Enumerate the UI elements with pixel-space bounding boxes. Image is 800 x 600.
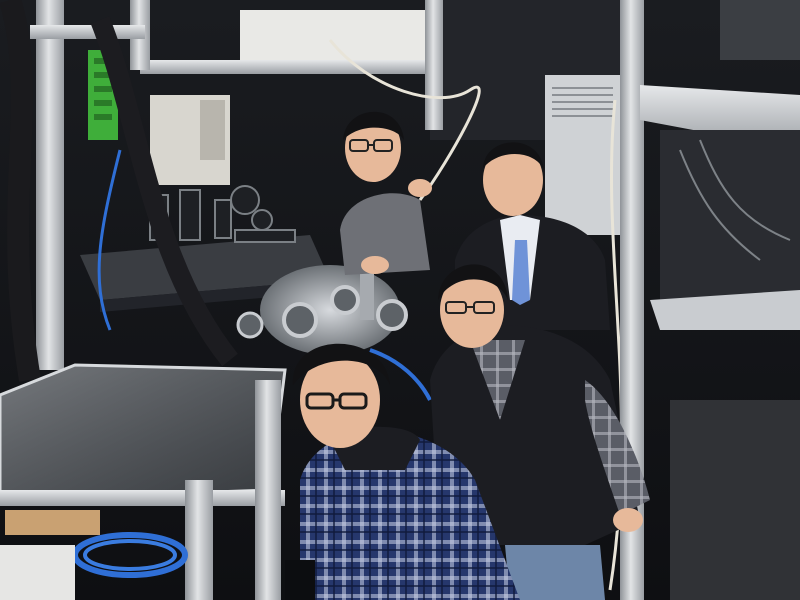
enclosure-post-right — [255, 380, 281, 600]
blue-cable-2 — [369, 348, 432, 401]
top-shelf-rail — [140, 60, 440, 74]
wood-board — [5, 510, 100, 535]
blue-cable — [97, 149, 122, 331]
cabinet-vents — [552, 87, 613, 117]
person-black-vest — [430, 264, 650, 600]
frame-beam-left — [30, 25, 145, 39]
right-shelf-lower — [650, 290, 800, 330]
right-cabinet-bottom — [670, 400, 800, 600]
vacuum-chamber — [236, 265, 408, 355]
white-cables — [328, 39, 481, 201]
right-equipment — [660, 130, 800, 300]
instrument-panel — [200, 100, 225, 160]
blue-cable-coil-inner — [83, 539, 177, 571]
frame-post-left — [36, 0, 64, 370]
server-cabinet — [545, 75, 620, 235]
cable-bundle-center — [90, 16, 238, 367]
cable-bundle-left — [0, 0, 41, 382]
enclosure-frame-bottom — [0, 490, 285, 506]
white-paper — [0, 545, 75, 600]
frame-post-mid — [425, 0, 443, 130]
top-shelf-box — [240, 10, 425, 60]
glass-enclosure — [0, 363, 287, 502]
floor-shadow — [285, 560, 315, 600]
enclosure-post — [185, 480, 213, 600]
right-box — [720, 0, 800, 60]
person-blue-plaid — [292, 343, 520, 600]
right-equipment-wires — [679, 139, 791, 261]
person-gray-sweater — [340, 111, 432, 275]
green-rack-slots — [94, 58, 112, 120]
optical-table — [80, 235, 330, 300]
